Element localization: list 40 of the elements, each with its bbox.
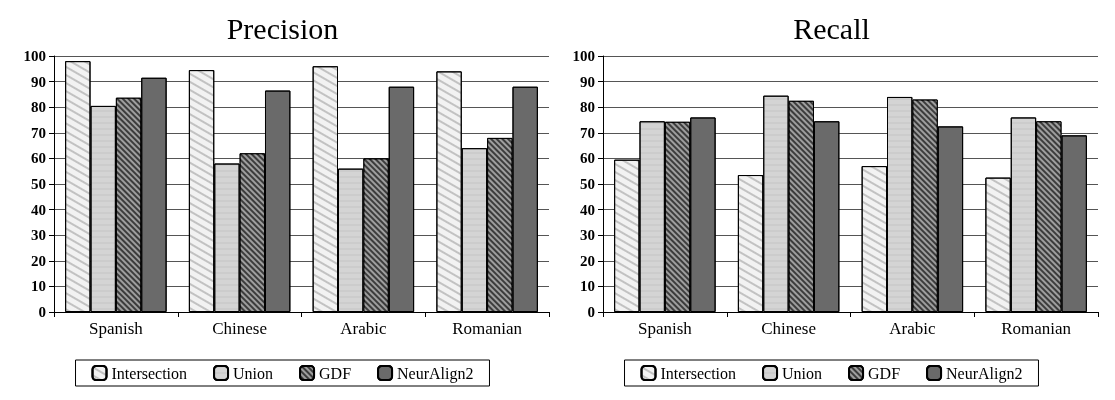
y-tick-label: 60 bbox=[580, 150, 595, 167]
x-tick-label: Chinese bbox=[761, 319, 817, 338]
legend-label: Intersection bbox=[660, 364, 737, 382]
y-tick-label: 90 bbox=[31, 73, 46, 90]
legend-label: Intersection bbox=[111, 364, 188, 382]
y-tick-label: 50 bbox=[31, 176, 46, 192]
x-tick-label: Spanish bbox=[88, 319, 144, 338]
y-tick-label: 20 bbox=[580, 252, 595, 269]
legend-label: NeurAlign2 bbox=[397, 364, 474, 383]
y-tick-label: 80 bbox=[580, 99, 595, 116]
y-tick-label: 100 bbox=[572, 48, 595, 64]
y-tick-label: 60 bbox=[31, 150, 46, 167]
y-tick-label: 0 bbox=[587, 304, 595, 320]
y-tick-label: 90 bbox=[580, 73, 595, 90]
y-tick-label: 30 bbox=[580, 227, 595, 244]
x-tick-label: Spanish bbox=[637, 319, 693, 338]
x-tick-label: Romanian bbox=[1001, 319, 1072, 338]
y-tick-label: 0 bbox=[38, 304, 46, 320]
y-tick-label: 30 bbox=[31, 227, 46, 244]
y-tick-label: 10 bbox=[580, 278, 595, 295]
legend-label: GDF bbox=[868, 364, 901, 382]
y-tick-label: 40 bbox=[31, 201, 46, 218]
y-tick-label: 10 bbox=[31, 278, 46, 295]
y-tick-label: 20 bbox=[31, 252, 46, 269]
legend-label: GDF bbox=[319, 364, 352, 382]
chart-title: Recall bbox=[793, 11, 870, 45]
legend-label: Union bbox=[233, 364, 274, 382]
x-tick-label: Romanian bbox=[452, 319, 523, 338]
x-tick-label: Chinese bbox=[212, 319, 268, 338]
y-tick-label: 70 bbox=[31, 124, 46, 141]
y-tick-label: 40 bbox=[580, 201, 595, 218]
x-tick-label: Arabic bbox=[889, 319, 936, 338]
y-tick-label: 70 bbox=[580, 124, 595, 141]
legend-label: NeurAlign2 bbox=[946, 364, 1023, 383]
legend-label: Union bbox=[782, 364, 823, 382]
chart-title: Precision bbox=[226, 11, 339, 45]
y-tick-label: 80 bbox=[31, 99, 46, 116]
y-tick-label: 50 bbox=[580, 176, 595, 192]
y-tick-label: 100 bbox=[23, 48, 46, 64]
x-tick-label: Arabic bbox=[340, 319, 387, 338]
